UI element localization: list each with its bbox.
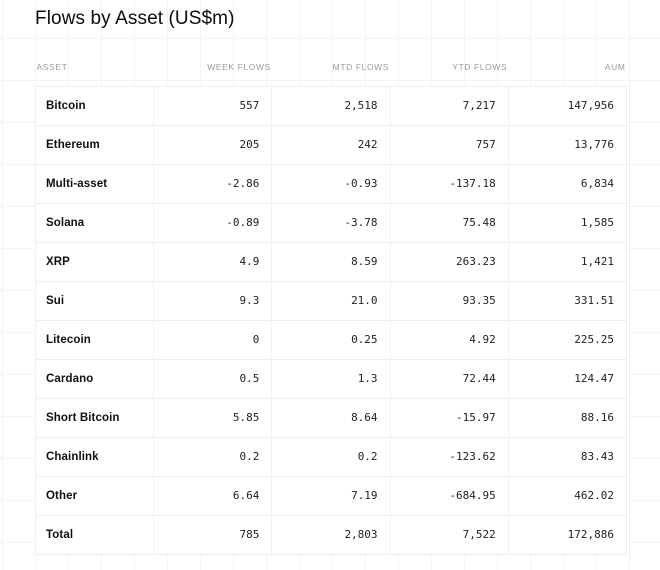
mtd-flows-cell: 0.25 bbox=[271, 320, 391, 360]
aum-cell: 462.02 bbox=[507, 476, 628, 516]
column-header-asset: ASSET bbox=[35, 48, 154, 87]
mtd-flows-cell: 8.64 bbox=[271, 398, 391, 438]
table-row: Sui 9.3 21.0 93.35 331.51 bbox=[34, 281, 628, 321]
ytd-flows-cell: 75.48 bbox=[389, 203, 509, 243]
ytd-flows-cell: 72.44 bbox=[389, 359, 509, 399]
ytd-flows-cell: -137.18 bbox=[389, 164, 509, 204]
asset-name-cell: Solana bbox=[34, 203, 154, 243]
table-header-row: ASSET WEEK FLOWS MTD FLOWS YTD FLOWS AUM bbox=[35, 48, 627, 87]
ytd-flows-cell: 263.23 bbox=[389, 242, 509, 282]
week-flows-cell: 0.5 bbox=[153, 359, 272, 399]
week-flows-cell: 0.2 bbox=[153, 437, 272, 477]
aum-cell: 1,585 bbox=[507, 203, 628, 243]
mtd-flows-cell: -3.78 bbox=[271, 203, 391, 243]
asset-name-cell: Short Bitcoin bbox=[34, 398, 154, 438]
mtd-flows-cell: 242 bbox=[271, 125, 391, 165]
aum-cell: 225.25 bbox=[507, 320, 628, 360]
mtd-flows-cell: 0.2 bbox=[271, 437, 391, 477]
flows-by-asset-widget: Flows by Asset (US$m) ASSET WEEK FLOWS M… bbox=[34, 8, 628, 555]
asset-name-cell: Chainlink bbox=[34, 437, 154, 477]
ytd-flows-cell: 7,217 bbox=[389, 86, 509, 126]
aum-cell: 88.16 bbox=[507, 398, 628, 438]
asset-name-cell: Total bbox=[34, 515, 154, 555]
ytd-flows-cell: -123.62 bbox=[389, 437, 509, 477]
mtd-flows-cell: 1.3 bbox=[271, 359, 391, 399]
week-flows-cell: 557 bbox=[153, 86, 272, 126]
asset-name-cell: Ethereum bbox=[34, 125, 154, 165]
week-flows-cell: 205 bbox=[153, 125, 272, 165]
week-flows-cell: -2.86 bbox=[153, 164, 272, 204]
week-flows-cell: 6.64 bbox=[153, 476, 272, 516]
week-flows-cell: 4.9 bbox=[153, 242, 272, 282]
asset-name-cell: Sui bbox=[34, 281, 154, 321]
asset-name-cell: Litecoin bbox=[34, 320, 154, 360]
aum-cell: 13,776 bbox=[507, 125, 628, 165]
week-flows-cell: 9.3 bbox=[153, 281, 272, 321]
aum-cell: 1,421 bbox=[507, 242, 628, 282]
table-row: Ethereum 205 242 757 13,776 bbox=[34, 125, 628, 165]
table-row: Multi-asset -2.86 -0.93 -137.18 6,834 bbox=[34, 164, 628, 204]
week-flows-cell: 0 bbox=[153, 320, 272, 360]
aum-cell: 147,956 bbox=[507, 86, 628, 126]
week-flows-cell: -0.89 bbox=[153, 203, 272, 243]
aum-cell: 124.47 bbox=[507, 359, 628, 399]
asset-name-cell: Bitcoin bbox=[34, 86, 154, 126]
table-row: Solana -0.89 -3.78 75.48 1,585 bbox=[34, 203, 628, 243]
table-row: XRP 4.9 8.59 263.23 1,421 bbox=[34, 242, 628, 282]
aum-cell: 83.43 bbox=[507, 437, 628, 477]
table-row: Cardano 0.5 1.3 72.44 124.47 bbox=[34, 359, 628, 399]
table-header: ASSET WEEK FLOWS MTD FLOWS YTD FLOWS AUM bbox=[35, 48, 627, 87]
table-row: Short Bitcoin 5.85 8.64 -15.97 88.16 bbox=[34, 398, 628, 438]
mtd-flows-cell: 21.0 bbox=[271, 281, 391, 321]
table-row: Bitcoin 557 2,518 7,217 147,956 bbox=[34, 86, 628, 126]
column-header-mtd-flows: MTD FLOWS bbox=[271, 48, 391, 87]
asset-name-cell: Multi-asset bbox=[34, 164, 154, 204]
ytd-flows-cell: 7,522 bbox=[389, 515, 509, 555]
table-row: Chainlink 0.2 0.2 -123.62 83.43 bbox=[34, 437, 628, 477]
ytd-flows-cell: -15.97 bbox=[389, 398, 509, 438]
aum-cell: 6,834 bbox=[507, 164, 628, 204]
table-row: Litecoin 0 0.25 4.92 225.25 bbox=[34, 320, 628, 360]
asset-name-cell: Other bbox=[34, 476, 154, 516]
aum-cell: 331.51 bbox=[507, 281, 628, 321]
mtd-flows-cell: -0.93 bbox=[271, 164, 391, 204]
ytd-flows-cell: 757 bbox=[389, 125, 509, 165]
flows-table: ASSET WEEK FLOWS MTD FLOWS YTD FLOWS AUM… bbox=[34, 48, 628, 555]
column-header-ytd-flows: YTD FLOWS bbox=[390, 48, 509, 87]
ytd-flows-cell: -684.95 bbox=[389, 476, 509, 516]
mtd-flows-cell: 2,518 bbox=[271, 86, 391, 126]
mtd-flows-cell: 2,803 bbox=[271, 515, 391, 555]
mtd-flows-cell: 7.19 bbox=[271, 476, 391, 516]
mtd-flows-cell: 8.59 bbox=[271, 242, 391, 282]
week-flows-cell: 5.85 bbox=[153, 398, 272, 438]
column-header-week-flows: WEEK FLOWS bbox=[153, 48, 272, 87]
table-row: Total 785 2,803 7,522 172,886 bbox=[34, 515, 628, 555]
asset-name-cell: Cardano bbox=[34, 359, 154, 399]
column-header-aum: AUM bbox=[508, 48, 627, 87]
aum-cell: 172,886 bbox=[507, 515, 628, 555]
table-body: Bitcoin 557 2,518 7,217 147,956 Ethereum… bbox=[34, 86, 628, 555]
page-title: Flows by Asset (US$m) bbox=[35, 8, 235, 29]
week-flows-cell: 785 bbox=[153, 515, 272, 555]
ytd-flows-cell: 93.35 bbox=[389, 281, 509, 321]
table-row: Other 6.64 7.19 -684.95 462.02 bbox=[34, 476, 628, 516]
ytd-flows-cell: 4.92 bbox=[389, 320, 509, 360]
asset-name-cell: XRP bbox=[34, 242, 154, 282]
